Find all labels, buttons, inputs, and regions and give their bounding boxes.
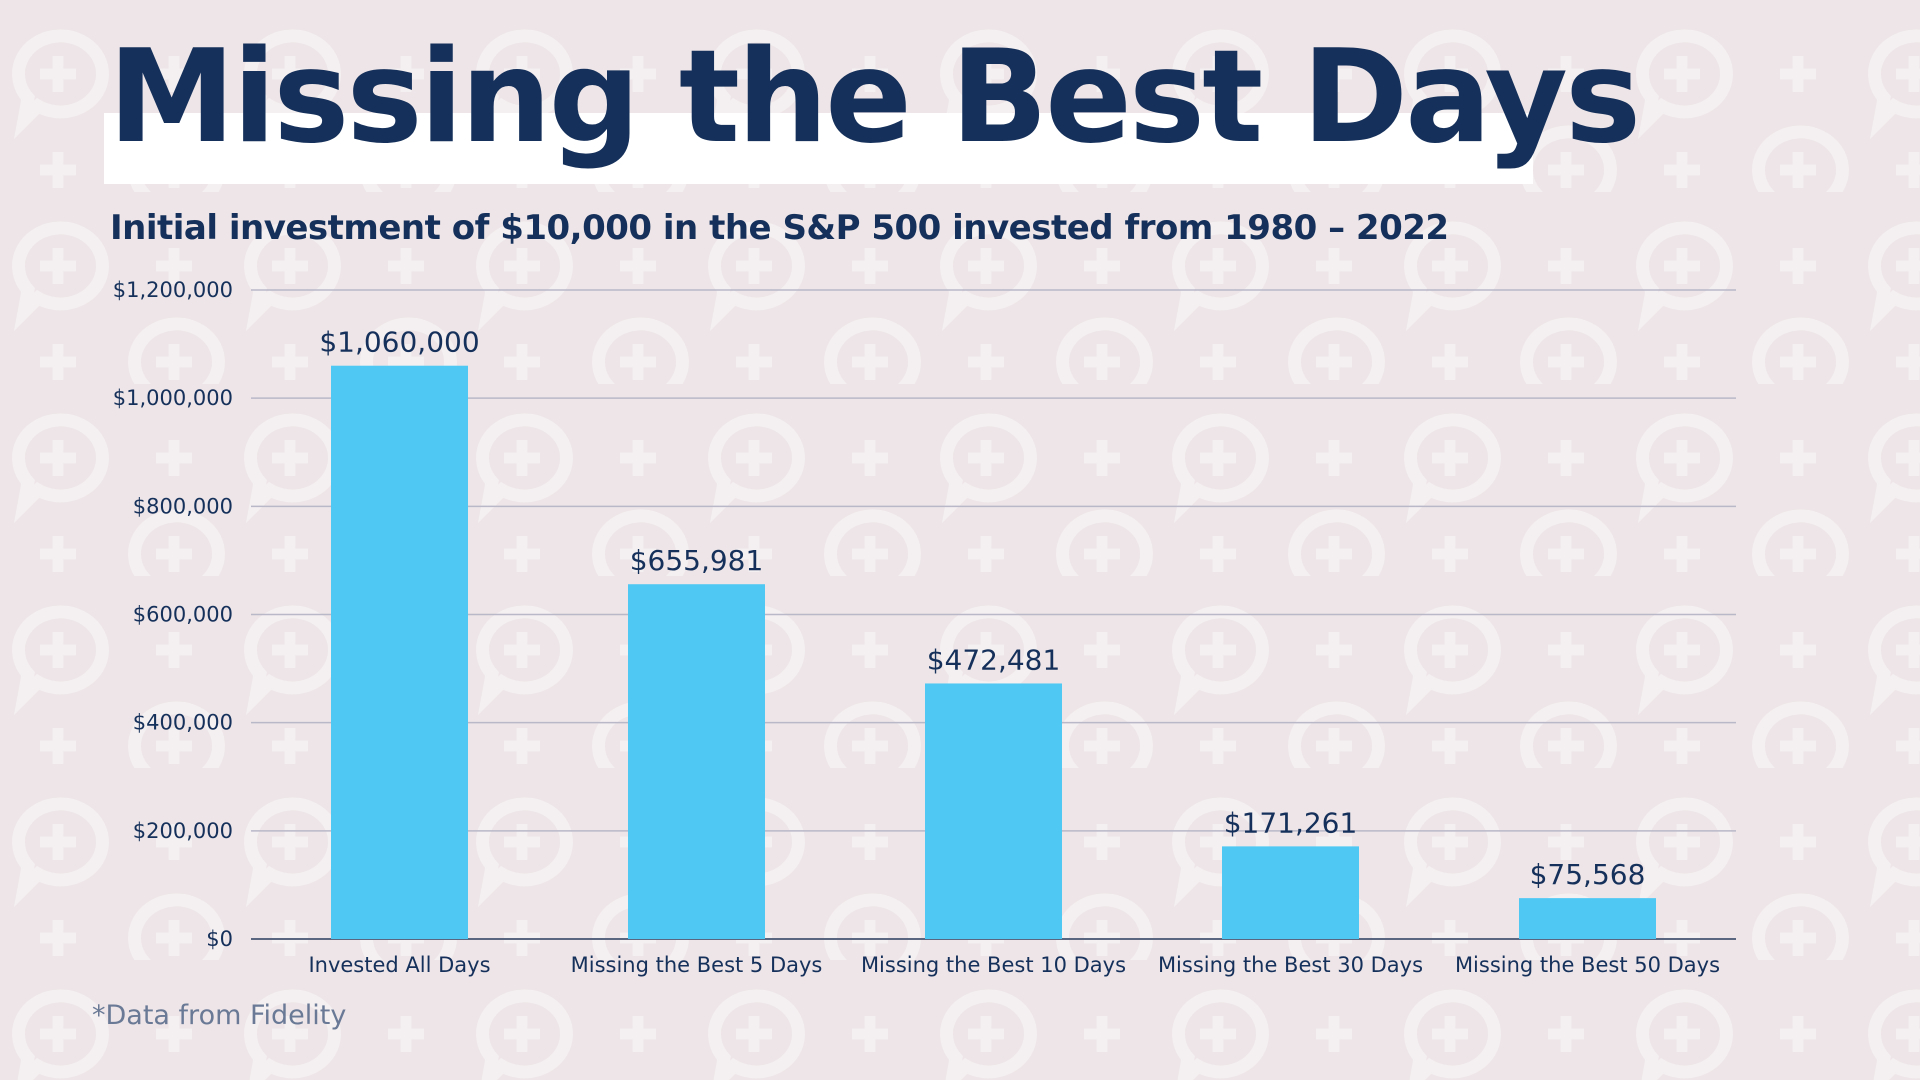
x-tick-label: Missing the Best 10 Days	[861, 953, 1126, 977]
y-tick-label: $1,200,000	[113, 278, 233, 302]
y-tick-label: $600,000	[133, 603, 233, 627]
data-label: $171,261	[1224, 806, 1358, 839]
footnote: *Data from Fidelity	[92, 1000, 347, 1031]
y-tick-label: $200,000	[133, 819, 233, 843]
bar	[1519, 898, 1656, 939]
x-tick-label: Missing the Best 50 Days	[1455, 953, 1720, 977]
data-label: $655,981	[630, 544, 764, 577]
bar	[331, 365, 468, 939]
y-tick-label: $400,000	[133, 711, 233, 735]
title-highlight	[104, 113, 1533, 184]
bar	[925, 683, 1062, 939]
x-tick-label: Missing the Best 5 Days	[571, 953, 823, 977]
page-title: Missing the Best Days	[108, 23, 1641, 172]
data-label: $1,060,000	[319, 326, 479, 359]
bar	[628, 584, 765, 939]
data-label: $472,481	[927, 643, 1061, 676]
y-tick-label: $800,000	[133, 494, 233, 518]
x-tick-label: Invested All Days	[308, 953, 490, 977]
data-label: $75,568	[1530, 858, 1646, 891]
y-tick-label: $0	[206, 927, 233, 951]
chart-subtitle: Initial investment of $10,000 in the S&P…	[110, 208, 1449, 248]
bar	[1222, 846, 1359, 939]
y-tick-label: $1,000,000	[113, 386, 233, 410]
x-tick-label: Missing the Best 30 Days	[1158, 953, 1423, 977]
